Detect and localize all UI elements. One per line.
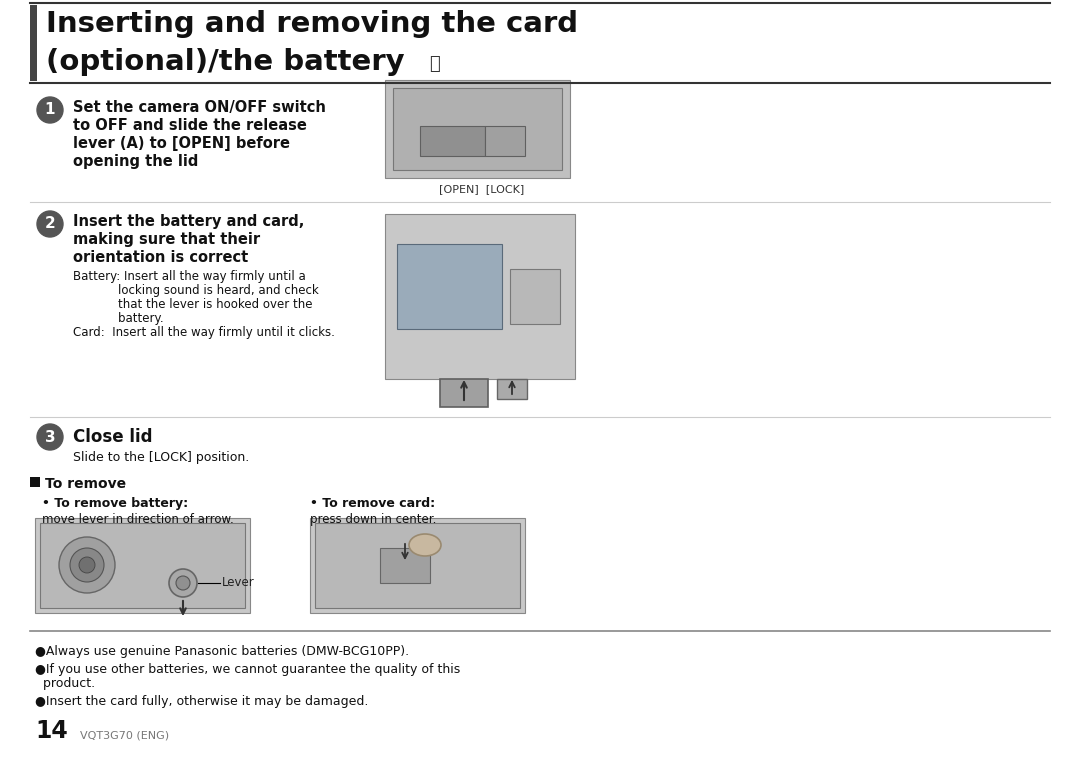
Text: ●If you use other batteries, we cannot guarantee the quality of this: ●If you use other batteries, we cannot g… [35, 663, 460, 676]
Text: [OPEN]  [LOCK]: [OPEN] [LOCK] [440, 184, 525, 194]
Bar [384, 214, 575, 379]
Bar [420, 126, 485, 156]
Text: Ⓐ: Ⓐ [430, 55, 441, 73]
Text: Battery: Insert all the way firmly until a: Battery: Insert all the way firmly until… [73, 270, 306, 283]
Text: opening the lid: opening the lid [73, 154, 199, 169]
Bar [497, 379, 527, 399]
Text: To remove: To remove [45, 477, 126, 491]
Text: Lever: Lever [222, 577, 255, 590]
Circle shape [79, 557, 95, 573]
Text: lever (A) to [OPEN] before: lever (A) to [OPEN] before [73, 136, 291, 151]
Text: 1: 1 [44, 103, 55, 117]
Circle shape [37, 211, 63, 237]
Bar [397, 244, 502, 329]
Bar [510, 269, 561, 324]
Bar [30, 5, 37, 81]
Text: orientation is correct: orientation is correct [73, 250, 248, 265]
Bar [315, 523, 519, 608]
Text: 3: 3 [44, 429, 55, 444]
Circle shape [168, 569, 197, 597]
Circle shape [176, 576, 190, 590]
Text: to OFF and slide the release: to OFF and slide the release [73, 118, 307, 133]
Text: VQT3G70 (ENG): VQT3G70 (ENG) [80, 731, 170, 741]
Text: 2: 2 [44, 216, 55, 231]
Bar [380, 548, 430, 583]
Text: (optional)/the battery: (optional)/the battery [46, 48, 405, 76]
Text: • To remove battery:: • To remove battery: [42, 497, 188, 510]
Bar [40, 523, 245, 608]
Ellipse shape [409, 534, 441, 556]
Bar [35, 518, 249, 613]
Text: making sure that their: making sure that their [73, 232, 260, 247]
Text: locking sound is heard, and check: locking sound is heard, and check [73, 284, 319, 297]
Text: move lever in direction of arrow.: move lever in direction of arrow. [42, 513, 233, 526]
Text: • To remove card:: • To remove card: [310, 497, 435, 510]
Text: Inserting and removing the card: Inserting and removing the card [46, 10, 578, 38]
Bar [440, 379, 488, 407]
Bar [393, 88, 562, 170]
Circle shape [70, 548, 104, 582]
Circle shape [37, 97, 63, 123]
Bar [30, 477, 40, 487]
Bar [384, 80, 570, 178]
Text: product.: product. [35, 677, 95, 690]
Bar [310, 518, 525, 613]
Text: that the lever is hooked over the: that the lever is hooked over the [73, 298, 312, 311]
Text: ●Insert the card fully, otherwise it may be damaged.: ●Insert the card fully, otherwise it may… [35, 695, 368, 708]
Text: Card:  Insert all the way firmly until it clicks.: Card: Insert all the way firmly until it… [73, 326, 335, 339]
Text: ●Always use genuine Panasonic batteries (DMW-BCG10PP).: ●Always use genuine Panasonic batteries … [35, 645, 409, 658]
Circle shape [37, 424, 63, 450]
Text: Slide to the [LOCK] position.: Slide to the [LOCK] position. [73, 451, 249, 464]
Text: battery.: battery. [73, 312, 164, 325]
Circle shape [59, 537, 114, 593]
Text: Close lid: Close lid [73, 428, 152, 446]
Text: Set the camera ON/OFF switch: Set the camera ON/OFF switch [73, 100, 326, 115]
Bar [485, 126, 525, 156]
Text: Insert the battery and card,: Insert the battery and card, [73, 214, 305, 229]
Text: 14: 14 [35, 719, 68, 743]
Text: press down in center.: press down in center. [310, 513, 436, 526]
